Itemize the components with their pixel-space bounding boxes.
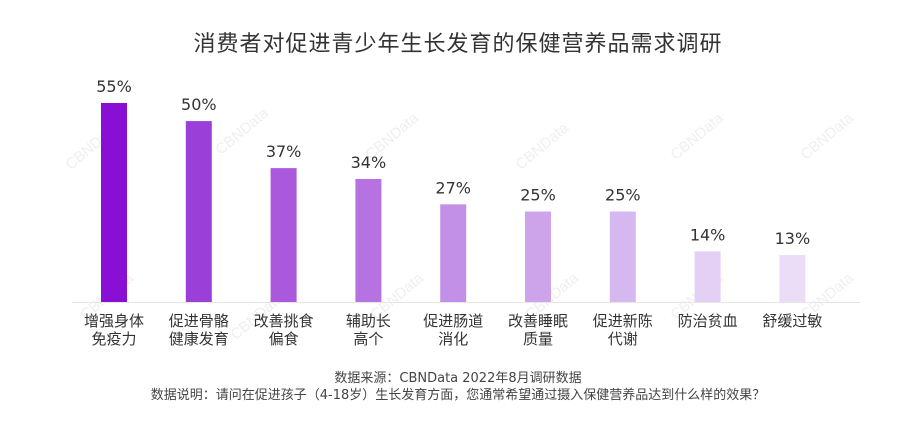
- bar: [355, 178, 382, 302]
- category-label: 质量: [523, 330, 553, 348]
- category-label: 促进肠道: [423, 312, 483, 330]
- category-label: 高个: [353, 330, 383, 348]
- chart-footnote: 数据来源：CBNData 2022年8月调研数据 数据说明：请问在促进孩子（4-…: [0, 370, 916, 404]
- category-label: 促进骨骼: [169, 312, 229, 330]
- bar: [270, 168, 297, 302]
- data-label: 13%: [775, 229, 811, 248]
- bar: [101, 103, 127, 302]
- watermark: CBNData: [212, 104, 272, 158]
- watermark: CBNData: [667, 109, 727, 163]
- data-label: 55%: [96, 77, 132, 96]
- data-note: 数据说明：请问在促进孩子（4-18岁）生长发育方面，您通常希望通过摄入保健营养品…: [150, 388, 766, 403]
- data-label: 37%: [266, 142, 302, 161]
- category-label: 防治贫血: [678, 312, 738, 330]
- category-label: 健康发育: [169, 330, 229, 348]
- data-label: 14%: [690, 225, 726, 244]
- bar: [609, 211, 636, 302]
- category-label: 改善挑食: [254, 312, 314, 330]
- data-label: 27%: [435, 178, 471, 197]
- bar: [440, 204, 467, 302]
- category-label: 消化: [438, 330, 468, 348]
- category-label: 免疫力: [91, 330, 136, 348]
- bar: [694, 251, 721, 302]
- category-label: 改善睡眠: [508, 312, 568, 330]
- data-label: 34%: [351, 153, 387, 172]
- category-label: 促进新陈: [593, 312, 653, 330]
- data-label: 25%: [605, 186, 641, 205]
- bar: [185, 121, 212, 302]
- watermark: CBNData: [797, 109, 857, 163]
- category-label: 代谢: [608, 330, 638, 348]
- data-label: 25%: [520, 186, 556, 205]
- category-label: 偏食: [269, 330, 299, 348]
- data-label: 50%: [181, 95, 217, 114]
- data-source: 数据来源：CBNData 2022年8月调研数据: [334, 371, 582, 386]
- category-label: 增强身体: [84, 312, 144, 330]
- bar: [525, 211, 551, 302]
- chart-title: 消费者对促进青少年生长发育的保健营养品需求调研: [193, 32, 723, 57]
- category-label: 舒缓过敏: [762, 312, 822, 330]
- bar: [779, 254, 806, 302]
- watermark: CBNData: [512, 119, 572, 173]
- category-label: 辅助长: [346, 312, 391, 330]
